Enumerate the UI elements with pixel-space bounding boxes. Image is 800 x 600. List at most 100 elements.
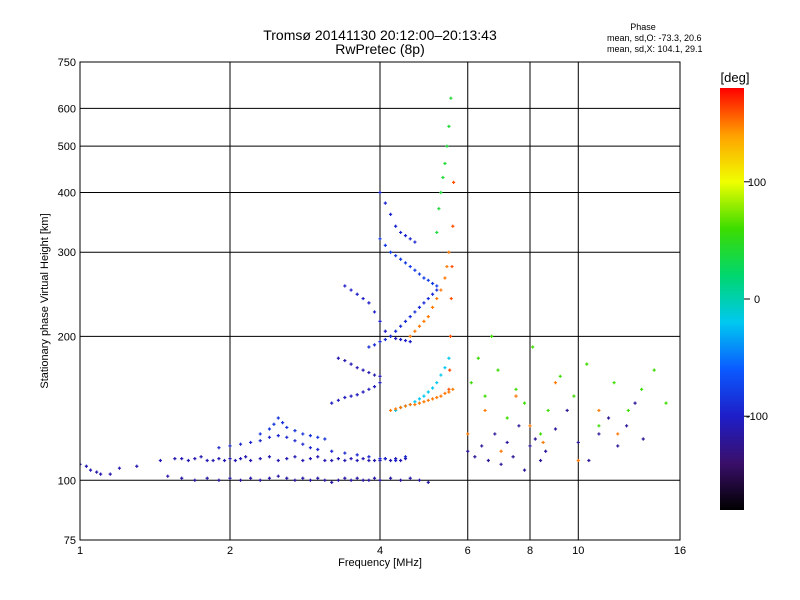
data-point xyxy=(372,310,377,314)
data-point xyxy=(483,408,487,413)
x-tick-label: 2 xyxy=(227,545,233,557)
data-point xyxy=(388,250,393,254)
data-point xyxy=(355,366,359,370)
data-point xyxy=(323,458,327,463)
data-point xyxy=(293,455,297,459)
data-point xyxy=(308,446,313,450)
data-point xyxy=(378,374,382,378)
data-point xyxy=(276,434,280,438)
data-point xyxy=(180,476,184,480)
y-tick-label: 200 xyxy=(58,331,76,343)
data-point xyxy=(528,444,532,448)
data-point xyxy=(367,455,371,459)
data-point xyxy=(222,458,227,463)
data-point xyxy=(84,464,88,468)
data-point xyxy=(343,358,347,363)
data-point xyxy=(466,432,470,436)
data-point xyxy=(422,400,426,404)
data-point xyxy=(417,401,422,405)
x-tick-label: 4 xyxy=(377,545,383,557)
data-point xyxy=(388,476,393,480)
data-point xyxy=(205,458,209,463)
data-point xyxy=(531,345,535,349)
x-tick-label: 16 xyxy=(674,545,686,557)
data-point xyxy=(343,476,347,480)
data-point xyxy=(422,394,426,398)
data-point xyxy=(399,230,403,235)
data-point xyxy=(95,470,99,474)
colorbar xyxy=(720,88,744,510)
data-point xyxy=(439,373,443,377)
data-point xyxy=(435,381,439,385)
data-point xyxy=(394,407,398,411)
data-point xyxy=(528,424,532,428)
data-point xyxy=(597,424,601,428)
data-point xyxy=(316,435,320,439)
data-point xyxy=(546,408,550,413)
data-point xyxy=(403,338,408,343)
data-point xyxy=(394,224,398,228)
data-point xyxy=(267,427,272,431)
data-point xyxy=(383,457,387,461)
data-point xyxy=(439,288,443,292)
data-point xyxy=(280,421,285,425)
data-point xyxy=(217,457,221,461)
data-point xyxy=(505,440,509,445)
data-point xyxy=(435,284,439,288)
data-point xyxy=(301,476,305,480)
data-point xyxy=(367,370,371,375)
data-point xyxy=(413,329,417,333)
data-point xyxy=(394,329,398,333)
data-point xyxy=(367,458,371,463)
data-point xyxy=(426,278,430,282)
data-point xyxy=(258,457,262,461)
chart-title: Tromsø 20141130 20:12:00–20:13:43 xyxy=(263,27,497,43)
data-point xyxy=(276,458,280,463)
colorbar-ticks: 100 0 -100 xyxy=(744,177,768,423)
data-point xyxy=(399,405,403,410)
data-point xyxy=(439,394,443,398)
data-point xyxy=(336,356,340,360)
data-point xyxy=(301,458,305,463)
data-point xyxy=(336,478,340,482)
data-point xyxy=(228,444,232,448)
data-point xyxy=(408,402,412,407)
data-point xyxy=(587,458,591,463)
data-point xyxy=(258,439,262,443)
data-point xyxy=(343,458,347,463)
data-point xyxy=(349,457,353,461)
y-tick-label: 75 xyxy=(64,535,76,547)
y-tick-label: 400 xyxy=(58,187,76,199)
data-point xyxy=(361,457,365,461)
data-point xyxy=(426,398,430,402)
data-point xyxy=(308,478,313,482)
data-point xyxy=(267,476,272,480)
data-point xyxy=(403,404,408,408)
data-point xyxy=(480,444,484,448)
data-point xyxy=(514,394,518,398)
data-point xyxy=(372,385,377,389)
data-point xyxy=(422,319,426,323)
data-point xyxy=(511,455,515,459)
phase-stats-o: mean, sd,O: -73.3, 20.6 xyxy=(607,33,702,43)
data-point xyxy=(258,478,262,482)
data-point xyxy=(522,468,527,472)
data-point xyxy=(449,296,453,301)
data-point xyxy=(361,368,365,372)
data-point xyxy=(490,334,494,338)
data-point xyxy=(426,480,430,484)
data-point xyxy=(447,250,451,254)
data-point xyxy=(349,288,353,292)
data-point xyxy=(499,449,503,453)
data-point xyxy=(466,449,470,453)
data-point xyxy=(430,292,435,296)
data-point xyxy=(448,368,452,372)
data-point xyxy=(301,442,305,446)
data-point xyxy=(301,432,305,436)
data-point xyxy=(493,432,497,436)
data-point xyxy=(447,356,451,360)
data-point xyxy=(394,458,398,463)
data-point xyxy=(626,408,630,413)
data-point xyxy=(249,440,253,445)
data-point xyxy=(293,429,297,433)
